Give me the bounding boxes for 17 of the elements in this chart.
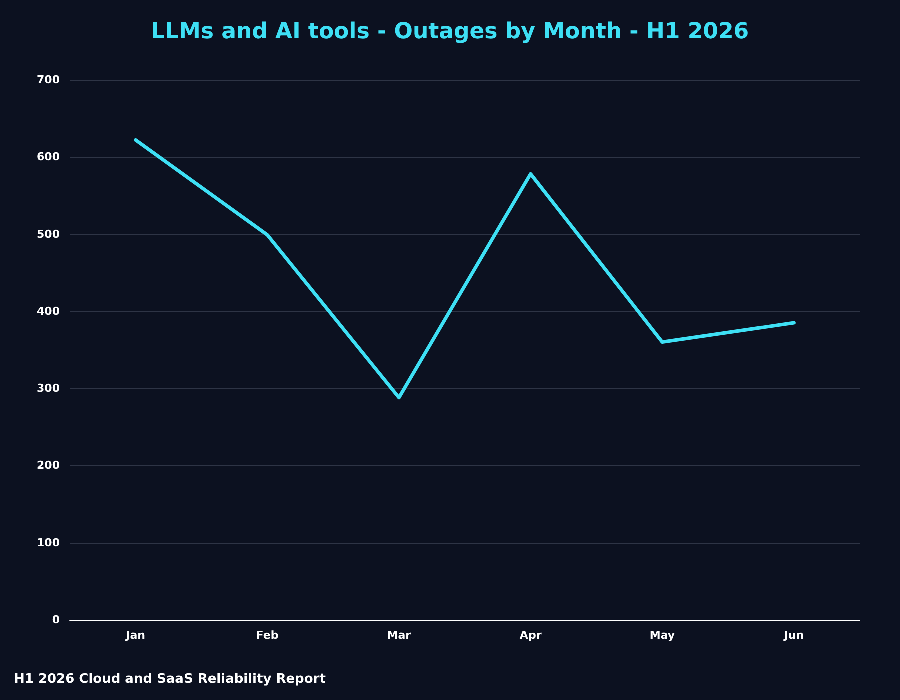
y-tick-label: 200 <box>37 459 60 472</box>
x-tick-label: May <box>650 629 676 642</box>
y-tick-label: 600 <box>37 150 60 164</box>
y-tick-label: 500 <box>37 228 60 241</box>
x-tick-label: Jun <box>783 629 804 642</box>
y-tick-label: 0 <box>52 614 60 626</box>
y-tick-label: 400 <box>37 304 60 318</box>
y-tick-label: 100 <box>37 536 60 550</box>
line-series <box>134 138 796 400</box>
text: H1 2026 Cloud and SaaS Reliability Report <box>14 672 326 687</box>
x-tick-label: Apr <box>520 629 542 642</box>
y-tick-label: 700 <box>37 74 60 86</box>
y-tick-label: 300 <box>37 382 60 396</box>
x-tick-label: Jan <box>125 629 146 642</box>
x-tick-label: Feb <box>256 629 279 642</box>
x-tick-label: Mar <box>387 629 412 642</box>
chart-title: LLMs and AI tools - Outages by Month - H1 2026 <box>150 20 750 44</box>
